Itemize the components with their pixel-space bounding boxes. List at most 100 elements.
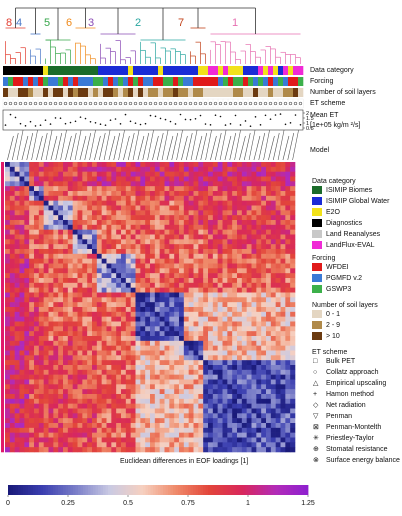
heatmap-cell [72,398,78,404]
heatmap-cell [14,379,20,385]
heatmap-cell [159,234,165,240]
heatmap-cell [135,268,141,274]
heatmap-cell [241,162,247,168]
heatmap-cell [193,374,199,380]
forcing-cell [23,77,29,86]
heatmap-cell [58,244,64,250]
heatmap-cell [82,389,88,395]
heatmap-cell [38,162,44,168]
heatmap-cell [179,442,185,448]
heatmap-cell [130,418,136,424]
heatmap-cell [266,162,272,168]
heatmap-cell [43,181,49,187]
heatmap-cell [164,268,170,274]
heatmap-cell [183,394,189,400]
heatmap-cell [169,340,175,346]
heatmap-cell [198,336,204,342]
heatmap-cell [251,200,257,206]
heatmap-cell [261,176,267,182]
mean-et-point [234,114,237,117]
heatmap-cell [96,224,102,230]
heatmap-cell [222,191,228,197]
heatmap-cell [232,162,238,168]
heatmap-cell [58,389,64,395]
heatmap-cell [116,360,122,366]
heatmap-cell [251,171,257,177]
heatmap-cell [193,398,199,404]
heatmap-cell [14,278,20,284]
heatmap-cell [174,181,180,187]
heatmap-cell [125,423,131,429]
heatmap-cell [43,311,49,317]
heatmap-cell [19,302,25,308]
heatmap-cell [227,220,233,226]
heatmap-cell [256,191,262,197]
heatmap-cell [48,166,54,172]
heatmap-cell [275,273,281,279]
heatmap-cell [5,447,11,453]
colorbar-segment [265,485,269,495]
heatmap-cell [87,340,93,346]
heatmap-cell [217,162,223,168]
heatmap-cell [183,360,189,366]
heatmap-cell [154,307,160,313]
forcing-cell [178,77,184,86]
heatmap-cell [145,360,151,366]
heatmap-cell [121,326,127,332]
heatmap-cell [280,200,286,206]
heatmap-cell [280,191,286,197]
heatmap-cell [96,220,102,226]
heatmap-cell [14,311,20,317]
heatmap-cell [241,369,247,375]
heatmap-cell [222,215,228,221]
heatmap-cell [290,331,296,337]
colorbar-segment [25,485,29,495]
heatmap-cell [227,215,233,221]
heatmap-cell [130,200,136,206]
heatmap-cell [14,297,20,303]
heatmap-cell [169,200,175,206]
heatmap-cell [24,176,30,182]
colorbar-segment [58,485,61,495]
heatmap-cell [203,350,209,356]
heatmap-cell [237,389,243,395]
heatmap-cell [140,331,146,337]
heatmap-cell [275,297,281,303]
heatmap-cell [14,326,20,332]
heatmap-cell [266,273,272,279]
heatmap-cell [256,365,262,371]
heatmap-cell [154,234,160,240]
heatmap-cell [101,181,107,187]
heatmap-cell [246,345,252,351]
heatmap-cell [145,249,151,255]
soil-layers-cell [263,88,269,97]
heatmap-cell [140,176,146,182]
heatmap-cell [246,186,252,192]
heatmap-cell [96,413,102,419]
heatmap-cell [135,365,141,371]
heatmap-cell [82,331,88,337]
heatmap-cell [121,427,127,433]
heatmap-cell [82,384,88,390]
heatmap-cell [34,249,40,255]
heatmap-cell [290,282,296,288]
heatmap-cell [140,210,146,216]
heatmap-cell [222,229,228,235]
heatmap-cell [38,374,44,380]
heatmap-cell [34,369,40,375]
heatmap-cell [106,234,112,240]
heatmap-cell [251,321,257,327]
heatmap-cell [82,413,88,419]
heatmap-cell [130,384,136,390]
heatmap-cell [101,297,107,303]
heatmap-cell [285,432,291,438]
heatmap-cell [53,224,59,230]
heatmap-cell [43,249,49,255]
heatmap-cell [92,258,98,264]
heatmap-cell [72,316,78,322]
model-tick-labels [7,129,299,161]
heatmap-cell [9,365,15,371]
heatmap-cell [174,224,180,230]
heatmap-cell [154,239,160,245]
heatmap-cell [270,398,276,404]
